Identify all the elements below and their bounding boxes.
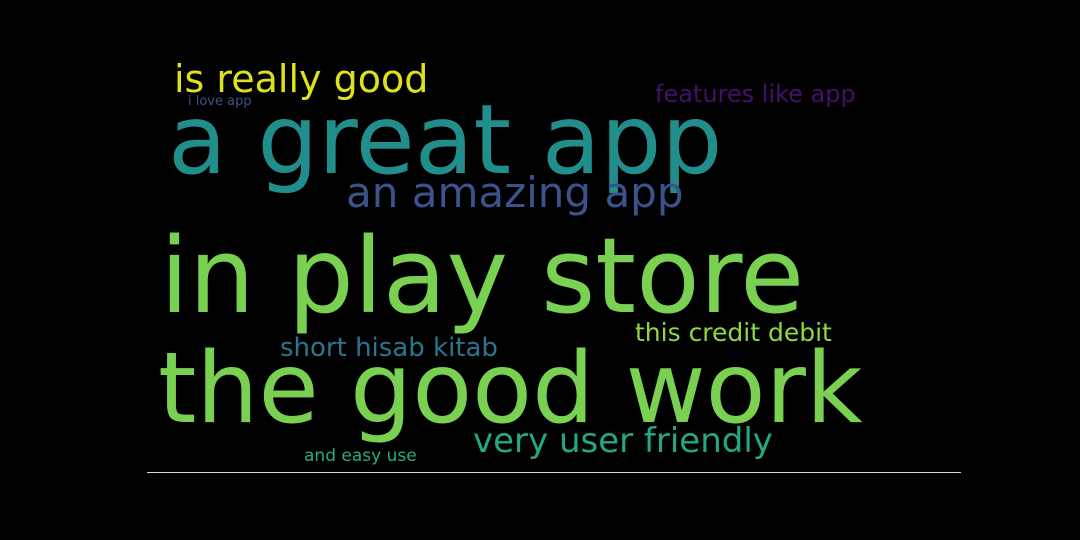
word-very-user-friendly: very user friendly — [473, 421, 773, 461]
word-is-really-good: is really good — [174, 57, 429, 101]
word-features-like-app: features like app — [655, 80, 856, 108]
word-short-hisab-kitab: short hisab kitab — [280, 333, 498, 363]
word-this-credit-debit: this credit debit — [635, 318, 832, 347]
divider-line — [147, 472, 961, 473]
word-a-great-app: a great app — [168, 84, 723, 196]
word-and-easy-use: and easy use — [304, 446, 417, 466]
word-an-amazing-app: an amazing app — [346, 168, 684, 217]
word-in-play-store: in play store — [160, 215, 805, 337]
word-i-love-app: i love app — [188, 94, 252, 109]
word-the-good-work: the good work — [158, 332, 863, 446]
